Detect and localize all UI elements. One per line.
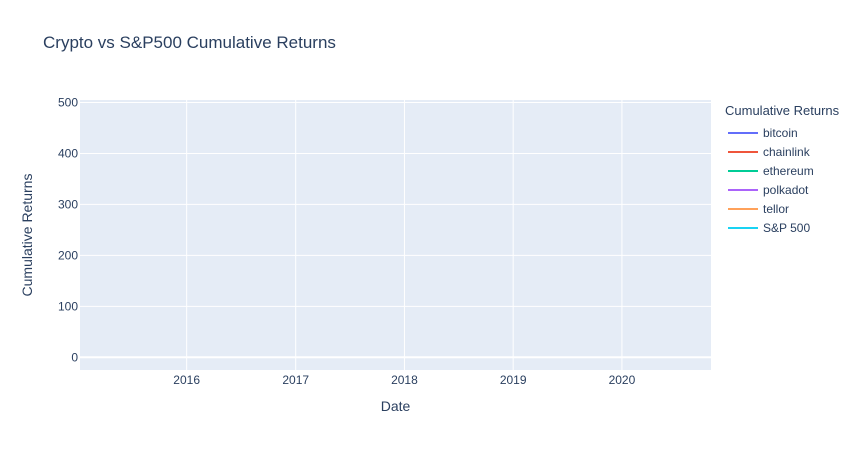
legend-label: bitcoin [763,126,798,140]
legend-label: polkadot [763,183,808,197]
x-tick-label: 2017 [282,373,309,387]
legend-line-swatch [728,151,758,153]
y-tick-label: 200 [58,248,78,262]
x-tick-label: 2019 [500,373,527,387]
x-tick-label: 2016 [173,373,200,387]
legend-label: S&P 500 [763,221,810,235]
legend-label: tellor [763,202,789,216]
legend-line-swatch [728,132,758,134]
legend-item[interactable]: polkadot [725,180,839,199]
legend-item[interactable]: S&P 500 [725,218,839,237]
legend-label: chainlink [763,145,810,159]
x-axis-title: Date [381,398,411,414]
legend-line-swatch [728,227,758,229]
legend-line-swatch [728,189,758,191]
y-tick-label: 500 [58,96,78,110]
y-axis-title: Cumulative Returns [19,174,35,297]
x-tick-label: 2018 [391,373,418,387]
legend-title: Cumulative Returns [725,103,839,118]
y-tick-label: 400 [58,146,78,160]
legend-label: ethereum [763,164,814,178]
legend-item[interactable]: ethereum [725,161,839,180]
legend-item[interactable]: chainlink [725,142,839,161]
legend-item[interactable]: bitcoin [725,123,839,142]
legend: Cumulative Returns bitcoin chainlink ether… [725,103,839,237]
y-tick-label: 300 [58,197,78,211]
legend-line-swatch [728,208,758,210]
y-tick-label: 100 [58,299,78,313]
plot-area [80,100,711,370]
legend-line-swatch [728,170,758,172]
y-tick-label: 0 [71,350,78,364]
x-tick-label: 2020 [609,373,636,387]
legend-item[interactable]: tellor [725,199,839,218]
